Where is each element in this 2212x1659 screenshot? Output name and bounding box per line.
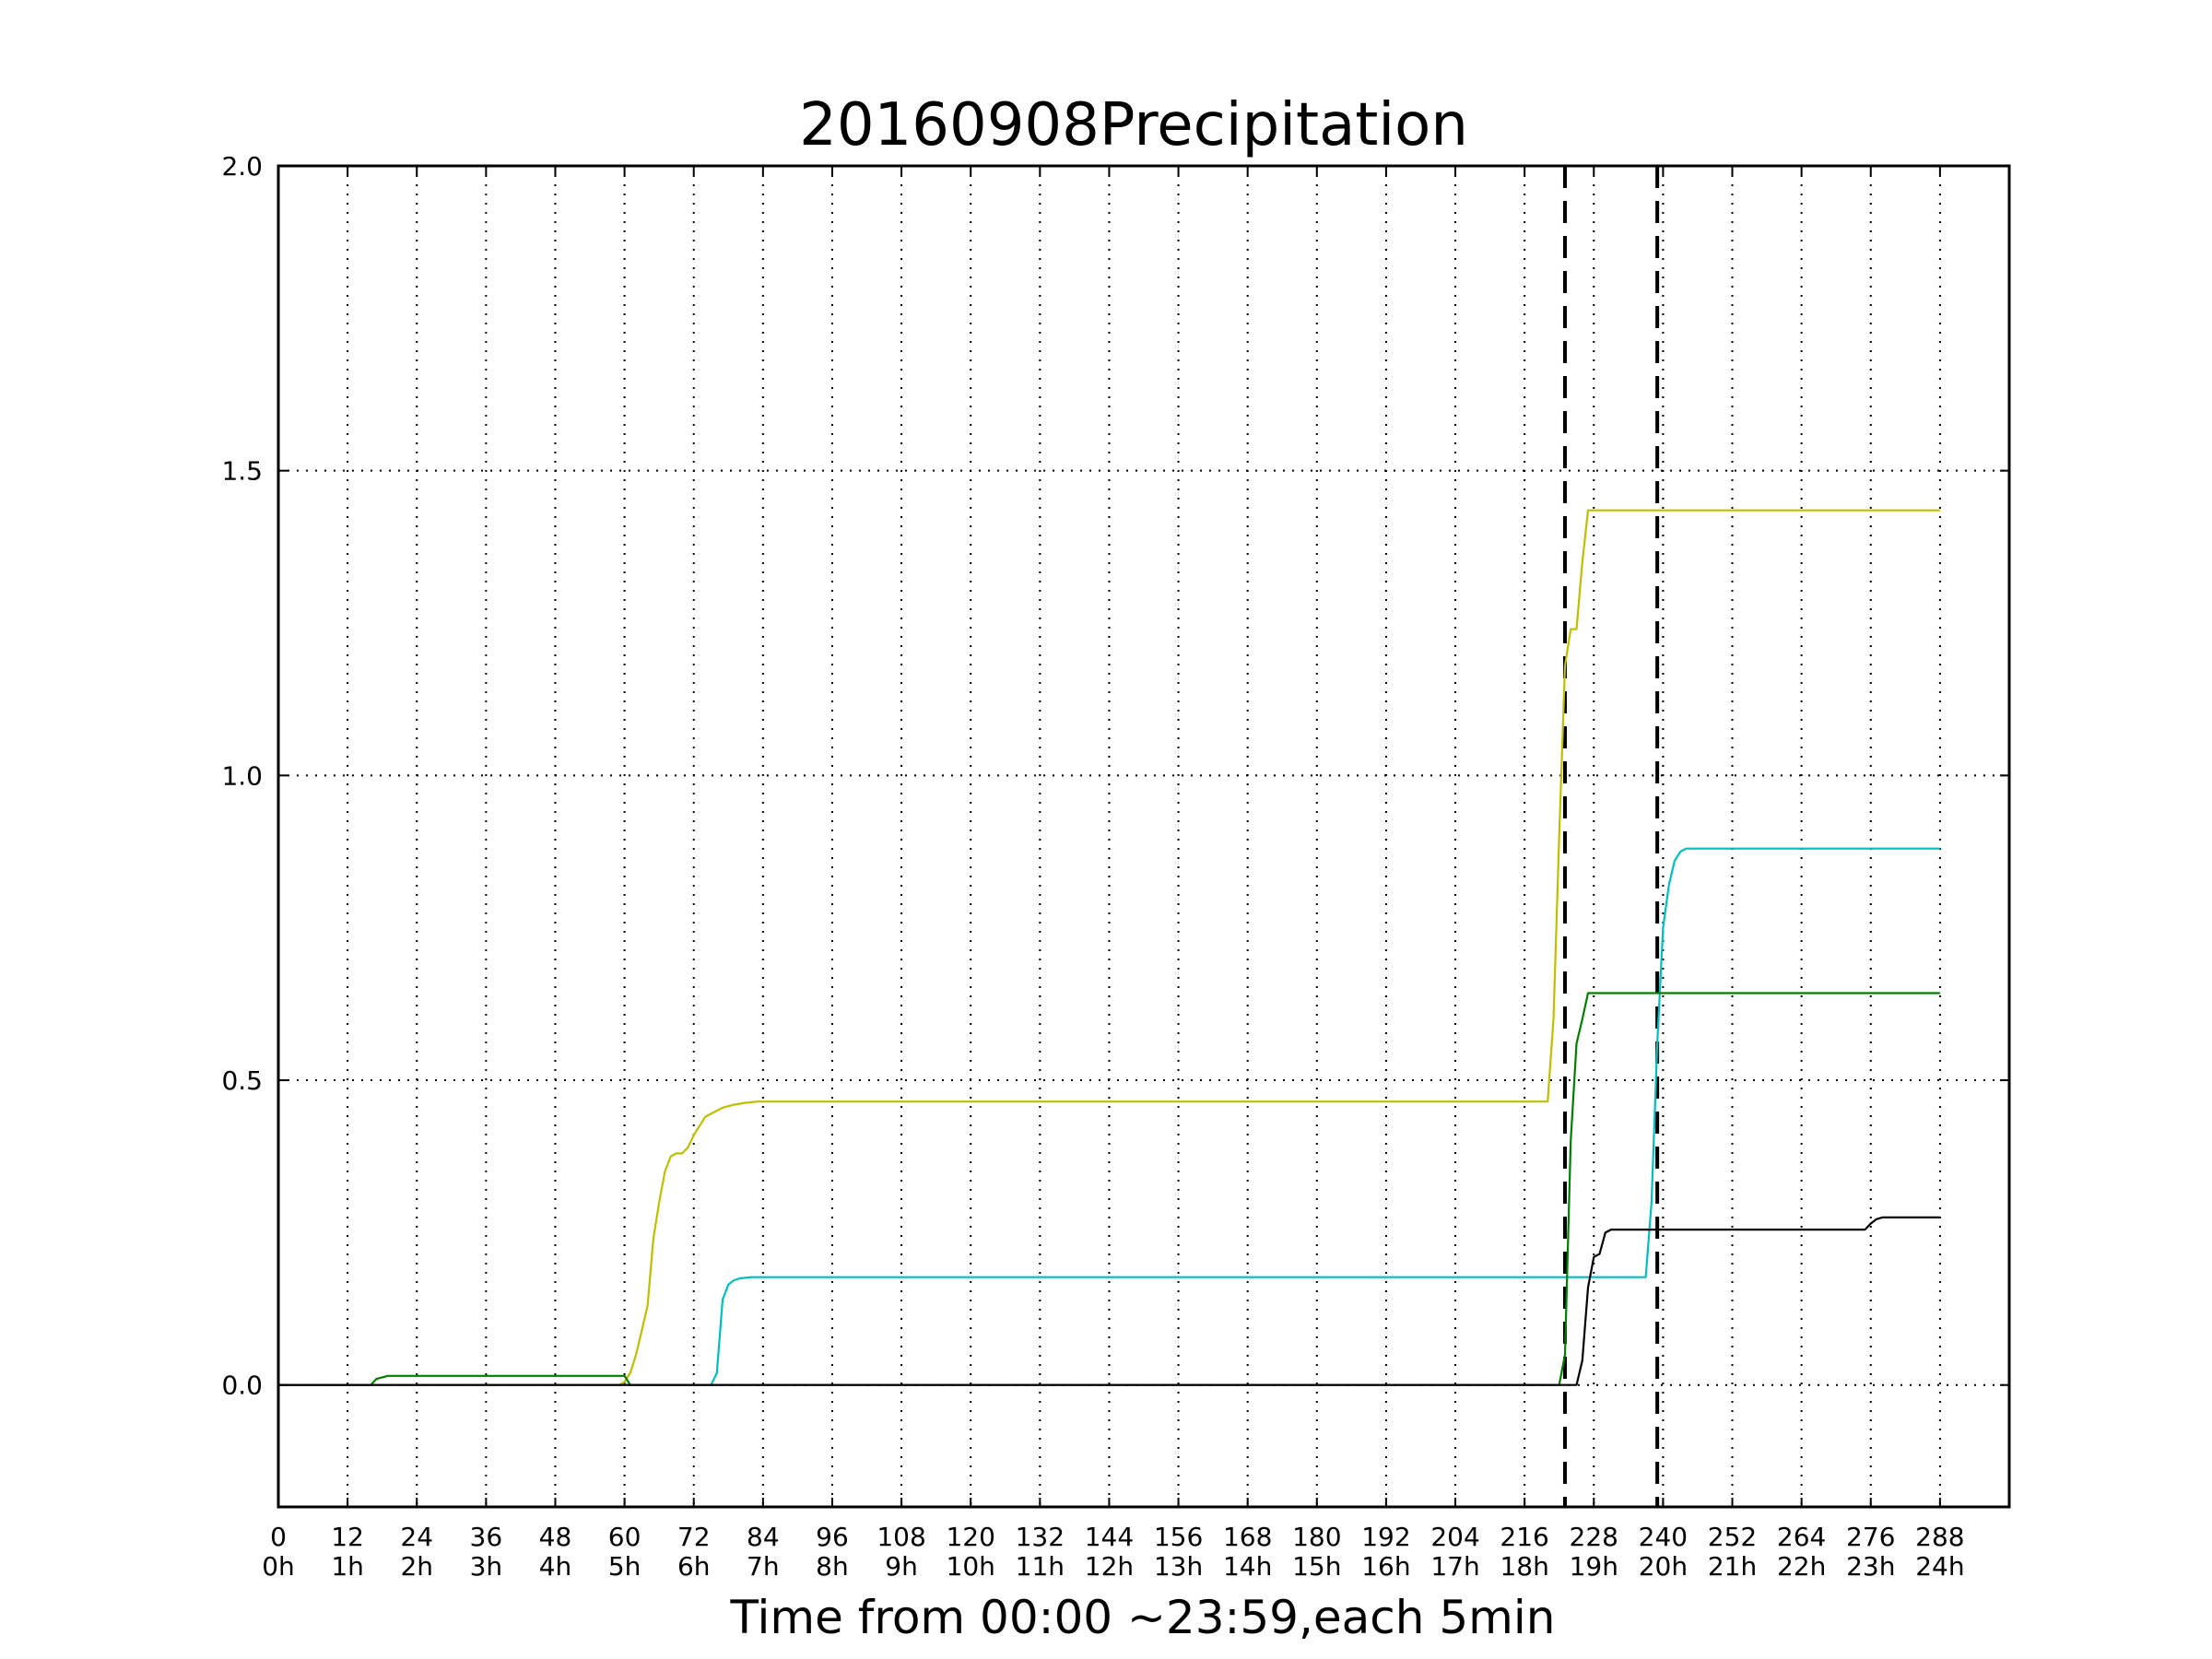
x-tick-label: 204 <box>1430 1522 1479 1552</box>
series-line <box>278 847 1940 1386</box>
chart-title: 20160908Precipitation <box>799 91 1468 159</box>
x-axis-label: Time from 00:00 ~23:59,each 5min <box>730 1591 1556 1644</box>
x-tick-sublabel: 5h <box>608 1551 641 1582</box>
x-tick-sublabel: 16h <box>1361 1551 1410 1582</box>
x-tick-label: 228 <box>1570 1522 1618 1552</box>
x-tick-label: 144 <box>1085 1522 1134 1552</box>
x-tick-sublabel: 4h <box>539 1551 572 1582</box>
y-tick-label: 1.5 <box>221 456 263 487</box>
x-tick-sublabel: 10h <box>947 1551 995 1582</box>
x-tick-label: 264 <box>1777 1522 1826 1552</box>
x-tick-sublabel: 1h <box>331 1551 364 1582</box>
x-tick-label: 12 <box>331 1522 364 1552</box>
x-tick-label: 156 <box>1154 1522 1203 1552</box>
series-lines <box>278 509 1940 1386</box>
x-tick-sublabel: 9h <box>885 1551 918 1582</box>
x-tick-label: 72 <box>677 1522 711 1552</box>
x-tick-label: 24 <box>400 1522 433 1552</box>
x-tick-sublabel: 8h <box>816 1551 849 1582</box>
x-tick-label: 168 <box>1223 1522 1272 1552</box>
x-tick-label: 84 <box>747 1522 780 1552</box>
x-tick-sublabel: 13h <box>1154 1551 1203 1582</box>
x-tick-label: 60 <box>608 1522 641 1552</box>
x-tick-label: 120 <box>946 1522 994 1552</box>
x-tick-label: 180 <box>1292 1522 1341 1552</box>
axis-ticks <box>277 165 2009 1507</box>
x-tick-sublabel: 6h <box>677 1551 711 1582</box>
x-tick-sublabel: 23h <box>1846 1551 1895 1582</box>
x-tick-sublabel: 18h <box>1500 1551 1548 1582</box>
x-tick-label: 108 <box>877 1522 925 1552</box>
y-tick-labels: 0.0 0.5 1.0 1.5 2.0 <box>221 151 263 1401</box>
x-tick-label: 276 <box>1846 1522 1895 1552</box>
x-tick-label: 96 <box>816 1522 849 1552</box>
x-tick-sublabel: 22h <box>1777 1551 1826 1582</box>
x-tick-sublabel: 7h <box>747 1551 780 1582</box>
x-tick-sublabel: 15h <box>1292 1551 1341 1582</box>
x-tick-sublabel: 3h <box>470 1551 503 1582</box>
x-tick-sublabel: 0h <box>262 1551 295 1582</box>
x-tick-sublabel: 24h <box>1915 1551 1964 1582</box>
x-tick-label: 0 <box>270 1522 287 1552</box>
x-tick-label: 216 <box>1500 1522 1548 1552</box>
x-tick-sublabel: 17h <box>1430 1551 1479 1582</box>
x-tick-label: 132 <box>1016 1522 1065 1552</box>
x-tick-label: 252 <box>1708 1522 1757 1552</box>
x-tick-sublabel: 20h <box>1639 1551 1688 1582</box>
marker-lines <box>1562 166 1660 1507</box>
x-tick-label: 36 <box>470 1522 503 1552</box>
series-line <box>278 509 1940 1386</box>
x-tick-label: 192 <box>1361 1522 1410 1552</box>
x-tick-sublabel: 21h <box>1708 1551 1757 1582</box>
x-tick-sublabel: 14h <box>1223 1551 1272 1582</box>
x-tick-label: 288 <box>1915 1522 1964 1552</box>
plot-frame <box>276 164 2011 1509</box>
grid <box>277 166 2009 1507</box>
series-line <box>278 1216 1940 1386</box>
x-tick-sublabel: 12h <box>1085 1551 1134 1582</box>
x-tick-sublabel: 2h <box>400 1551 433 1582</box>
x-tick-label: 240 <box>1639 1522 1688 1552</box>
y-tick-label: 0.0 <box>221 1371 263 1401</box>
y-tick-label: 1.0 <box>221 760 263 791</box>
x-tick-label: 48 <box>539 1522 572 1552</box>
x-tick-sublabel: 19h <box>1570 1551 1618 1582</box>
x-tick-sublabel: 11h <box>1016 1551 1065 1582</box>
y-tick-label: 0.5 <box>221 1065 263 1096</box>
y-tick-label: 2.0 <box>221 151 263 182</box>
